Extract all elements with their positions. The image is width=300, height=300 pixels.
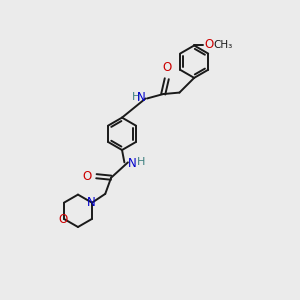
Text: CH₃: CH₃ — [213, 40, 232, 50]
Text: H: H — [137, 158, 145, 167]
Text: O: O — [205, 38, 214, 51]
Text: H: H — [132, 92, 141, 102]
Text: N: N — [137, 91, 146, 104]
Text: N: N — [87, 196, 96, 208]
Text: O: O — [59, 213, 68, 226]
Text: N: N — [128, 157, 137, 170]
Text: O: O — [83, 170, 92, 183]
Text: O: O — [162, 61, 171, 74]
